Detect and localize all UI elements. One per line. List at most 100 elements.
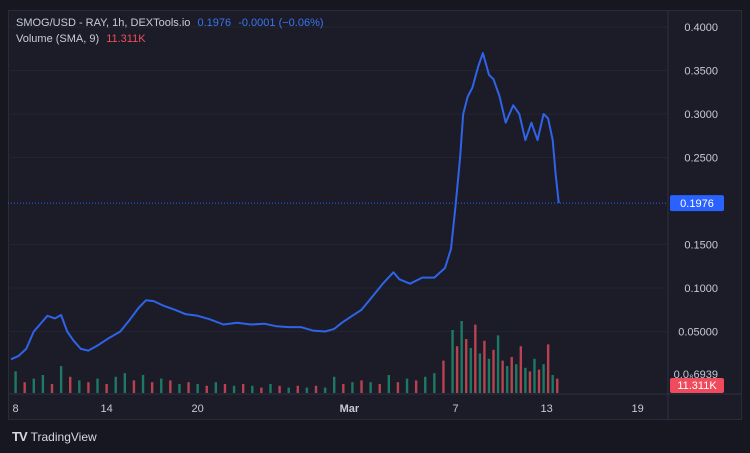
x-tick-label: 13	[540, 403, 552, 415]
volume-bar	[114, 376, 117, 393]
volume-bar	[496, 335, 500, 393]
tradingview-logo-icon: TV	[12, 429, 28, 444]
volume-bar	[232, 385, 236, 393]
volume-bar	[501, 360, 504, 393]
volume-bar	[278, 385, 281, 393]
volume-bar	[96, 378, 99, 393]
volume-bar	[469, 348, 472, 393]
volume-bar	[524, 367, 527, 393]
volume-bar	[178, 384, 181, 393]
volume-bar	[333, 376, 336, 393]
volume-bar	[314, 385, 318, 393]
volume-bar	[214, 382, 218, 393]
last-price-label: 0.1976	[197, 17, 232, 29]
volume-bar	[478, 353, 482, 393]
x-tick-label: 20	[192, 403, 204, 415]
axes: 0.4000 0.3500 0.3000 0.2500 0.1500 0.1000 0.05…	[8, 10, 742, 420]
x-tick-label: 7	[453, 403, 459, 415]
volume-bar	[537, 369, 541, 393]
volume-bar	[460, 321, 463, 393]
y-tick-label: 0.1500	[684, 240, 718, 252]
volume-bar	[78, 380, 81, 393]
y-tick-label: 0.3000	[684, 109, 718, 121]
x-tick-label: 19	[632, 403, 644, 415]
volume-bar	[360, 380, 363, 393]
volume-bar	[405, 378, 409, 393]
volume-bar	[123, 373, 127, 393]
volume-bar	[59, 366, 63, 393]
volume-bar	[50, 384, 54, 393]
volume-bar	[87, 382, 90, 393]
x-tick-label: 14	[100, 403, 112, 415]
y-tick-label: 0.05000	[678, 327, 718, 339]
volume-bar	[342, 384, 345, 393]
volume-bar	[487, 358, 491, 393]
volume-bar	[474, 324, 477, 393]
volume-bar	[150, 382, 154, 393]
volume-bar	[369, 382, 372, 393]
volume-bar	[483, 340, 486, 393]
y-tick-label: 0.3500	[684, 66, 718, 78]
volume-bar	[519, 346, 523, 393]
y-tick-label: 0.1000	[684, 283, 718, 295]
volume-bar	[14, 371, 17, 393]
volume-bar	[196, 384, 199, 393]
volume-bar	[351, 382, 354, 393]
volume-bar	[492, 349, 495, 393]
volume-bar	[251, 385, 254, 393]
volume-bar	[542, 364, 545, 393]
volume-bar	[442, 360, 445, 393]
volume-bar	[556, 378, 559, 393]
y-tick-label: 0.4000	[684, 22, 718, 34]
grid-lines	[8, 26, 668, 332]
volume-bar	[105, 384, 108, 393]
volume-bar	[205, 385, 208, 393]
volume-badge	[670, 378, 724, 393]
price-line	[10, 52, 560, 361]
volume-bar	[465, 339, 468, 393]
volume-bar	[269, 384, 272, 393]
volume-bar	[505, 366, 509, 393]
volume-bar	[141, 375, 145, 393]
volume-bars	[14, 321, 559, 393]
volume-bar	[41, 375, 45, 393]
volume-bar	[546, 344, 550, 393]
price-legend: SMOG/USD - RAY, 1h, DEXTools.io 0.1976 -…	[16, 17, 328, 29]
volume-bar	[23, 382, 26, 393]
volume-bar	[424, 376, 427, 393]
volume-bar	[414, 380, 418, 393]
volume-bar	[132, 380, 136, 393]
symbol-label: SMOG/USD - RAY, 1h, DEXTools.io	[16, 17, 191, 29]
volume-bar	[187, 382, 190, 393]
volume-bar	[160, 378, 163, 393]
volume-bar	[223, 384, 227, 393]
volume-indicator-label: Volume (SMA, 9)	[16, 33, 100, 45]
volume-bar	[533, 358, 536, 393]
volume-bar	[69, 376, 72, 393]
x-tick-label: 8	[13, 403, 19, 415]
volume-bar	[305, 387, 309, 393]
volume-value-label: 11.311K	[106, 33, 146, 45]
volume-badge-label: 11.311K	[677, 380, 717, 392]
volume-bar	[515, 364, 518, 393]
tradingview-label: TradingView	[30, 429, 97, 444]
volume-bar	[378, 384, 381, 393]
tradingview-branding[interactable]: TV TradingView	[12, 429, 97, 444]
last-price-badge	[670, 195, 724, 212]
volume-bar	[455, 346, 459, 393]
volume-bar	[396, 382, 400, 393]
price-change-label: -0.0001 (−0.06%)	[238, 17, 324, 29]
volume-bar	[260, 387, 263, 393]
volume-legend: Volume (SMA, 9) 11.311K	[16, 33, 150, 45]
volume-bar	[528, 371, 532, 393]
x-tick-label: Mar	[340, 403, 360, 415]
volume-bar	[169, 380, 172, 393]
volume-bar	[510, 357, 513, 393]
chart-panel[interactable]	[8, 10, 742, 420]
y-tick-label: 0.2500	[684, 153, 718, 165]
volume-bar	[296, 385, 299, 393]
volume-bar	[433, 373, 436, 393]
volume-bar	[323, 387, 327, 393]
